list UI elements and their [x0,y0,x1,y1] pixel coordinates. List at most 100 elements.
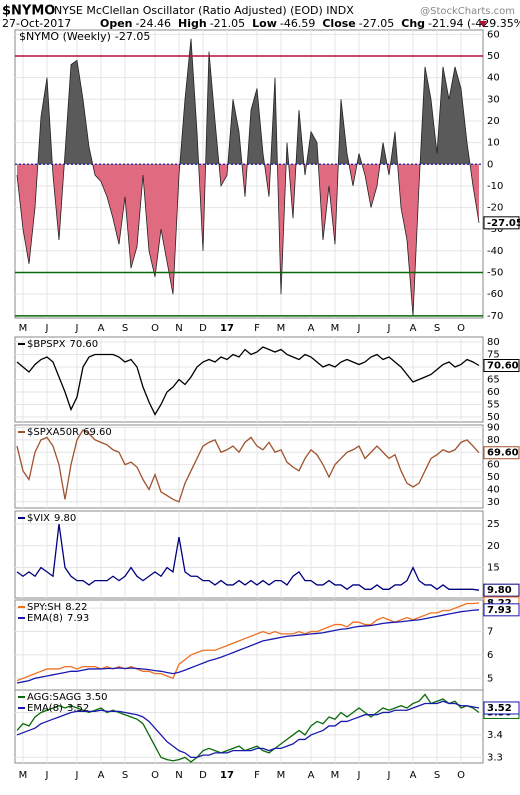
x-tick-label: F [254,323,260,334]
y-tick-label: -10 [487,181,503,192]
legend: SPY:SH 8.22 [27,602,87,613]
last-value-box [483,359,520,372]
x-tick-label: O [457,323,465,334]
y-tick-label: 30 [487,94,500,105]
stat-label: Low [252,17,277,30]
last-value-box [483,701,520,715]
series-line [16,602,480,682]
y-tick-label: 6 [487,650,493,661]
x-tick-label: S [122,323,128,334]
legend-name: SPY:SH [27,602,61,613]
x-tick-label: 17 [220,323,234,334]
legend-name: EMA(8) [27,613,63,624]
stat-value: -46.59 [280,17,315,30]
x-tick-label: 17 [220,770,234,781]
legend-value: 7.93 [67,613,89,624]
last-value: -27.05 [487,218,520,229]
x-tick-label: F [254,770,260,781]
y-tick-label: 30 [487,497,500,508]
x-tick-label: J [387,323,391,334]
negative-area [17,164,479,316]
y-tick-label: 5 [487,673,493,684]
stat-value: -21.05 [210,17,245,30]
x-tick-label: A [308,770,315,781]
x-tick-label: N [175,770,182,781]
legend-name: $VIX [27,513,50,524]
oscillator-line [16,38,480,316]
y-tick-label: 20 [487,541,500,552]
y-tick-label: 80 [487,435,500,446]
legend-name: AGG:SAGG [27,692,81,703]
y-tick-label: 65 [487,375,500,386]
stat-label: High [178,17,207,30]
y-tick-label: 50 [487,412,500,423]
y-tick-label: -40 [487,246,503,257]
stat-label: Chg [401,17,425,30]
x-tick-label: N [175,323,182,334]
last-value-box [483,446,520,460]
panel-frame [14,599,484,691]
legend: $NYMO (Weekly) -27.05 [19,30,150,43]
series-line [16,429,480,503]
last-value: 7.93 [487,605,512,616]
positive-area [37,38,470,165]
description: NYSE McClellan Oscillator (Ratio Adjuste… [54,4,354,17]
x-tick-label: O [151,323,159,334]
stat-label: Open [100,17,133,30]
legend-name: $BPSPX [27,339,66,350]
legend: EMA(8) 3.52 [27,703,89,714]
legend-value: -27.05 [115,30,150,43]
x-tick-label: M [331,323,340,334]
legend-value: 8.22 [65,602,87,613]
stat-value: -27.05 [359,17,394,30]
x-tick-label: O [151,770,159,781]
y-tick-label: 0 [487,159,493,170]
last-value: 3.52 [487,703,512,714]
last-value: 70.60 [487,361,519,372]
y-tick-label: 55 [487,400,500,411]
x-tick-label: J [387,770,391,781]
last-value: 69.60 [487,448,519,459]
last-value-box [483,603,520,617]
y-tick-label: 90 [487,422,500,433]
legend-value: 9.80 [54,513,76,524]
down-arrow [479,21,487,27]
legend: AGG:SAGG 3.50 [27,692,108,703]
x-tick-label: A [410,323,417,334]
y-tick-label: 10 [487,138,500,149]
y-tick-label: 3.3 [487,752,503,763]
y-tick-label: 60 [487,387,500,398]
x-tick-label: J [75,770,79,781]
x-tick-label: S [434,770,440,781]
y-tick-label: -20 [487,203,503,214]
x-tick-label: S [434,323,440,334]
series-line [16,346,480,416]
x-tick-label: A [410,770,417,781]
y-tick-label: 60 [487,460,500,471]
legend-name: $NYMO (Weekly) [19,30,111,43]
y-tick-label: -50 [487,268,503,279]
legend: EMA(8) 7.93 [27,613,89,624]
y-tick-label: 3.4 [487,730,503,741]
y-tick-label: 7 [487,627,493,638]
legend-name: $SPXA50R [27,427,79,438]
x-tick-label: M [331,770,340,781]
x-tick-label: J [75,323,79,334]
symbol: $NYMO [2,4,55,19]
legend-value: 3.52 [67,703,89,714]
y-tick-label: 40 [487,484,500,495]
y-tick-label: 50 [487,51,500,62]
stats: Open -24.46 High -21.05 Low -46.59 Close -27.05… [100,17,520,30]
stat-value: -24.46 [136,17,171,30]
series-line [16,523,480,591]
y-tick-label: 50 [487,472,500,483]
series-line [16,693,480,763]
x-tick-label: J [45,323,49,334]
x-tick-label: D [199,770,207,781]
last-value-box [483,583,520,597]
x-tick-label: O [457,770,465,781]
y-tick-label: 40 [487,73,500,84]
x-tick-label: A [308,323,315,334]
stat-label: Close [322,17,355,30]
